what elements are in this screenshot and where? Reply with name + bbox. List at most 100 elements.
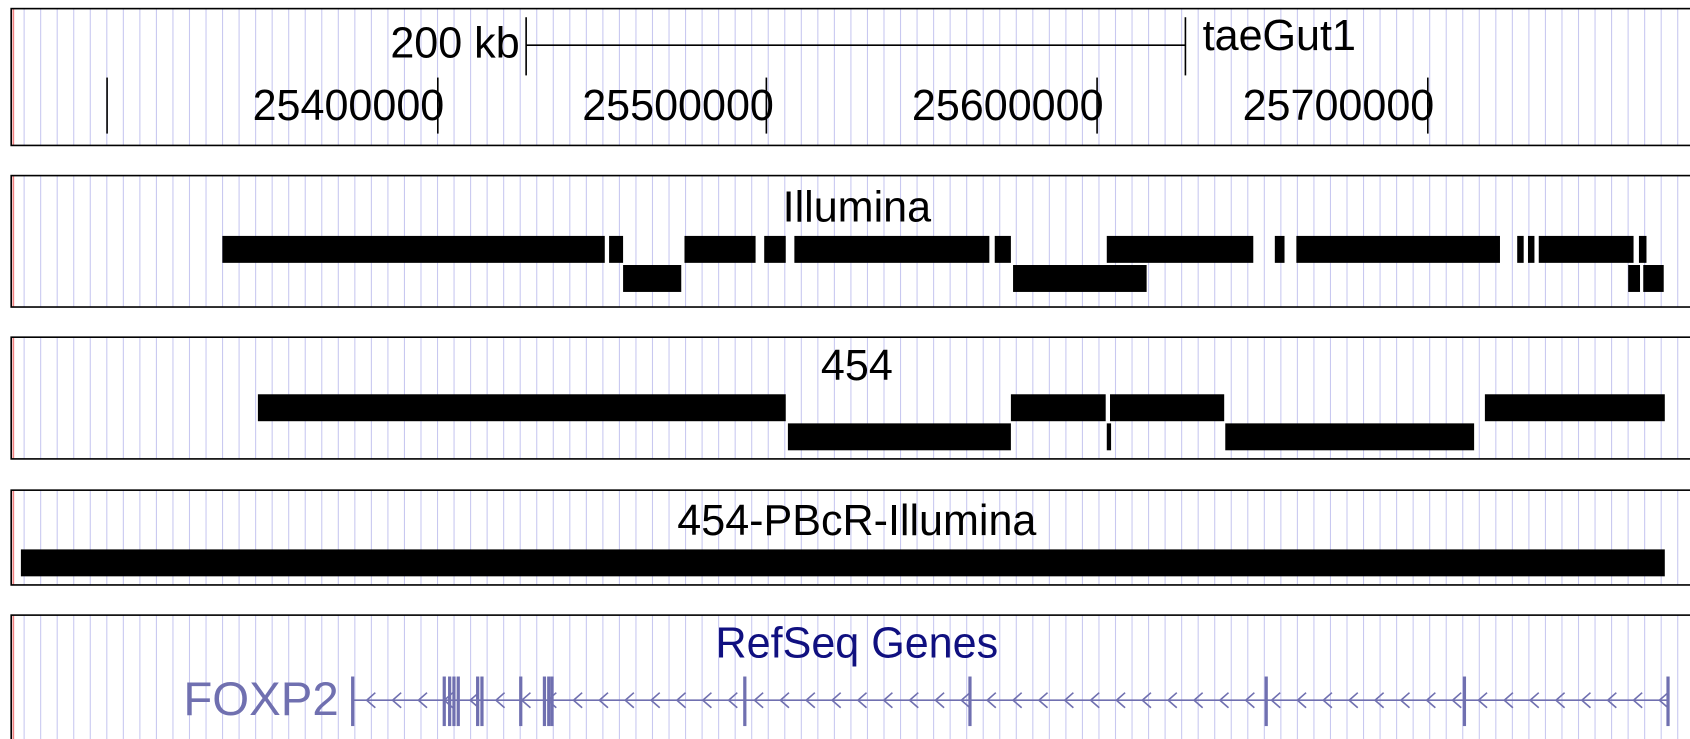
alignment-block <box>684 235 756 263</box>
alignment-block <box>623 265 682 292</box>
alignment-block <box>1110 394 1225 422</box>
alignment-block <box>20 549 1665 577</box>
alignment-block <box>794 235 990 263</box>
gene-label: FOXP2 <box>183 673 338 726</box>
strand-arrow <box>1503 692 1514 709</box>
exon <box>519 676 523 727</box>
alignment-blocks <box>20 235 1665 577</box>
exon <box>1666 676 1670 727</box>
panels <box>10 7 1690 739</box>
alignment-block <box>1274 235 1285 263</box>
alignment-block <box>1013 265 1147 292</box>
track-panel <box>10 489 1690 586</box>
exon <box>448 676 452 727</box>
strand-arrow <box>1192 692 1204 709</box>
strand-arrow <box>391 692 402 709</box>
exon <box>550 676 554 727</box>
ruler: 200 kb taeGut1 25400000 25500000 2560000… <box>106 12 1435 134</box>
exon <box>456 676 460 727</box>
alignment-block <box>1527 235 1535 263</box>
exon <box>1462 676 1467 727</box>
ruler-panel <box>10 7 1690 147</box>
strand-arrow <box>1296 692 1307 709</box>
strand-arrow <box>1373 692 1385 709</box>
track-panel <box>10 614 1690 739</box>
alignment-block <box>787 423 1011 451</box>
scale-label: 200 kb <box>390 20 519 68</box>
alignment-block <box>1538 235 1634 263</box>
alignment-block <box>1638 235 1647 263</box>
position-label: 25600000 <box>912 82 1104 130</box>
position-label: 25700000 <box>1243 82 1435 130</box>
exon <box>476 676 480 727</box>
strand-arrow <box>1425 692 1436 709</box>
strand-arrow <box>1322 692 1333 709</box>
alignment-block <box>257 394 786 422</box>
alignment-block <box>764 235 786 263</box>
strand-arrow <box>1166 692 1178 709</box>
exon <box>743 676 747 727</box>
exon <box>547 676 551 727</box>
strand-arrow <box>753 692 764 709</box>
alignment-block <box>1010 394 1106 422</box>
alignment-block <box>222 235 605 263</box>
strand-arrow <box>1115 692 1126 709</box>
strand-arrow <box>417 692 428 709</box>
strand-arrow <box>1347 692 1359 709</box>
strand-arrow <box>1218 692 1230 709</box>
strand-arrow <box>1270 692 1281 709</box>
alignment-block <box>1225 423 1475 451</box>
alignment-block <box>1628 265 1641 292</box>
strand-arrow <box>1399 692 1411 709</box>
alignment-block <box>1106 423 1112 451</box>
strand-arrow <box>1063 692 1074 709</box>
strand-arrow <box>649 692 661 709</box>
strand-arrow <box>934 692 945 709</box>
exon <box>968 676 972 727</box>
strand-arrow <box>1580 692 1591 709</box>
strand-arrow <box>468 692 480 709</box>
strand-arrow <box>908 692 919 709</box>
strand-arrow <box>494 692 506 709</box>
strand-arrow <box>1244 692 1255 709</box>
alignment-block <box>1517 235 1524 263</box>
position-label: 25500000 <box>582 82 774 130</box>
strand-arrow <box>856 692 868 709</box>
track-panel <box>10 174 1690 308</box>
alignment-block <box>1296 235 1500 263</box>
exon <box>542 676 547 727</box>
strand-arrow <box>830 692 842 709</box>
strand-arrow <box>1011 692 1023 709</box>
strand-arrow <box>675 692 687 709</box>
strand-arrow <box>985 692 997 709</box>
strand-arrow <box>365 692 376 709</box>
strand-arrow <box>572 692 583 709</box>
strand-arrow <box>1554 692 1566 709</box>
strand-arrow <box>624 692 635 709</box>
alignment-block <box>1106 235 1254 263</box>
exon <box>1264 676 1268 727</box>
track-title: RefSeq Genes <box>716 620 999 668</box>
strand-arrow <box>1477 692 1488 709</box>
position-label: 25400000 <box>253 82 445 130</box>
strand-arrow <box>598 692 609 709</box>
strand-arrow <box>779 692 790 709</box>
exon <box>480 676 484 727</box>
strand-arrow <box>1658 692 1669 709</box>
assembly-label: taeGut1 <box>1203 12 1356 60</box>
strand-arrow <box>1606 692 1617 709</box>
track-title: 454-PBcR-Illumina <box>677 497 1036 545</box>
exon <box>351 676 355 727</box>
strand-arrow <box>1528 692 1540 709</box>
track-title: 454 <box>821 342 893 390</box>
track-panel <box>10 336 1690 460</box>
alignment-block <box>609 235 624 263</box>
strand-arrow <box>1089 692 1100 709</box>
exon <box>452 676 456 727</box>
strand-arrow <box>1141 692 1152 709</box>
strand-arrow <box>727 692 738 709</box>
strand-arrow <box>1632 692 1643 709</box>
strand-arrow <box>960 692 971 709</box>
